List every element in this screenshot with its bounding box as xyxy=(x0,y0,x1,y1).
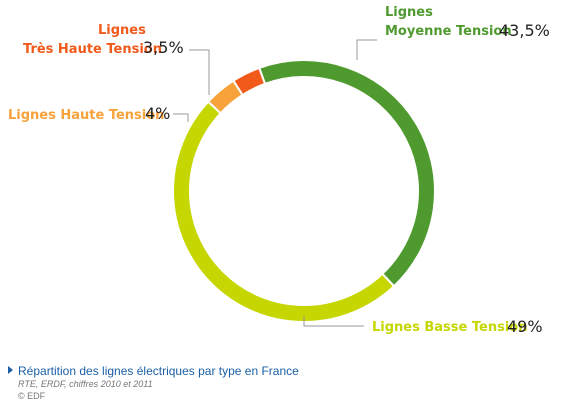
value-tres-haute-tension: 3,5% xyxy=(143,38,184,57)
donut-slices xyxy=(172,59,436,323)
label-basse-tension: Lignes Basse Tension xyxy=(372,320,527,335)
chart-source: RTE, ERDF, chiffres 2010 et 2011 xyxy=(18,379,153,389)
label-moyenne-tension-line2: Moyenne Tension xyxy=(385,24,512,39)
donut-chart: Lignes Moyenne Tension 43,5% Lignes Très… xyxy=(8,5,550,336)
copyright: © EDF xyxy=(18,391,46,401)
caption-text: Répartition des lignes électriques par t… xyxy=(18,364,299,378)
leader-line-moyenne-tension xyxy=(356,39,377,60)
label-tres-haute-tension-line2: Très Haute Tension xyxy=(23,42,162,57)
leader-line-haute-tension xyxy=(173,113,189,122)
leader-line-basse-tension xyxy=(303,316,364,327)
chart-caption-link[interactable]: Répartition des lignes électriques par t… xyxy=(8,364,299,378)
slice-lignes-basse-tension xyxy=(172,100,396,323)
caret-right-icon xyxy=(8,366,13,374)
label-tres-haute-tension-line1: Lignes xyxy=(98,23,146,38)
value-basse-tension: 49% xyxy=(507,317,543,336)
label-haute-tension: Lignes Haute Tension xyxy=(8,108,164,123)
value-haute-tension: 4% xyxy=(145,104,170,123)
slice-lignes-tres-haute-tension xyxy=(232,66,267,97)
leader-line-tres-haute-tension xyxy=(189,49,210,95)
label-moyenne-tension-line1: Lignes xyxy=(385,5,433,20)
slice-lignes-moyenne-tension xyxy=(257,59,436,288)
value-moyenne-tension: 43,5% xyxy=(499,21,550,40)
leader-lines xyxy=(173,39,377,327)
